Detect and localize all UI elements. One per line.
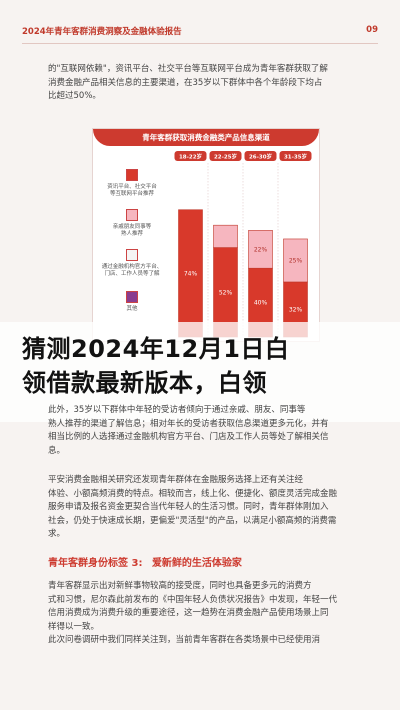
title-overlay-band [0,322,400,422]
text-line: 熟人推荐的渠道了解信息；相对年长的受访者获取信息渠道更多元化，并有 [48,418,329,429]
section-subheading: 青年客群身份标签 3: 爱新鲜的生活体验家 [48,554,242,569]
text-line: 息。 [48,445,66,456]
bar-segment [283,238,308,283]
data-label: 32% [289,306,303,313]
text-line: 社会，仍处于快速成长期，更偏爱"灵活型"的产品，以满足小额高频的消费需 [48,515,337,526]
category-header-bg [209,151,242,161]
category-header-bg [279,151,312,161]
legend-item: 其他 [101,291,163,313]
header-title: 2024年青年客群消费洞察及金融体验报告 [22,27,182,37]
text-line: 样得以一致。 [48,621,100,632]
paragraph-4: 青年客群显示出对新鲜事物较高的接受度，同时也具备更多元的消费方 式和习惯，尼尔森… [48,580,360,648]
page-number: 09 [366,25,378,35]
text-line: 消费金融产品相关信息的主要渠道，在35岁以下群体中各个年龄段下均占 [48,77,323,88]
text-line: 平安消费金融相关研究还发现青年群体在金融服务选择上还有关注经 [48,475,304,485]
chart-title: 青年客群获取消费金融类产品信息渠道 [93,129,319,146]
legend-item: 资讯平台、社交平台 等互联网平台推荐 [101,169,163,198]
subheading-prefix: 青年客群身份标签 3: [48,558,143,569]
text-line: 青年客群显示出对新鲜事物较高的接受度，同时也具备更多元的消费方 [48,581,312,591]
paragraph-3: 平安消费金融相关研究还发现青年群体在金融服务选择上还有关注经 体验、小额高频消费… [48,474,360,542]
category-label: 22-25岁 [214,153,237,161]
paragraph-2: 此外，35岁以下群体中年轻的受访者倾向于通过亲戚、朋友、同事等 熟人推荐的渠道了… [48,404,360,458]
paragraph-1: 的"互联网依赖"，资讯平台、社交平台等互联网平台成为青年客群获取了解 消费金融产… [48,63,360,104]
running-header: 2024年青年客群消费洞察及金融体验报告 09 [22,25,378,39]
text-line: 此次问卷调研中我们同样关注到，当前青年客群在各类场景中已经使用消 [48,635,321,645]
stacked-bar-chart: 18-22岁 74% 22-25岁 52% 26-30岁 40% 22% 31-35岁 32% 2… [174,151,312,338]
text-line: 服务申请及报名资金更契合当代年轻人的生活习惯。同时，青年群体刚加入 [48,502,329,512]
header-divider [22,43,378,44]
data-label: 25% [289,257,303,264]
subheading-text: 爱新鲜的生活体验家 [151,558,242,569]
data-label: 74% [184,270,198,277]
category-label: 18-22岁 [179,153,202,161]
overlay-title-line: 猜测2024年12月1日白 [22,335,290,363]
data-label: 52% [219,289,233,296]
category-header-bg [174,151,207,161]
bar-segment [213,224,238,248]
category-label: 26-30岁 [249,153,272,161]
legend-swatch [126,209,138,221]
legend-swatch [126,169,138,181]
category-label: 31-35岁 [284,153,307,161]
text-line: 信用消费成为消费升级的重要途径，这一趋势在消费金融产品使用场景上同 [48,608,329,618]
text-line: 求。 [48,529,66,539]
overlay-title-line: 领借款最新版本，白领 [22,369,267,397]
legend-label: 通过金融机构官方平台、 门店、工作人员等了解 [101,264,163,277]
text-line: 的"互联网依赖"，资讯平台、社交平台等互联网平台成为青年客群获取了解 [48,64,328,74]
text-line: 此外，35岁以下群体中年轻的受访者倾向于通过亲戚、朋友、同事等 [48,405,306,415]
legend-label: 资讯平台、社交平台 等互联网平台推荐 [107,184,157,197]
legend-swatch [126,249,138,261]
bar-segment [248,230,273,269]
text-line: 相当比例的人选择通过金融机构官方平台、门店及工作人员等处了解相关信 [48,432,329,442]
data-label: 22% [254,246,268,253]
text-line: 体验、小额高频消费的特点。相较而言，线上化、便捷化、额度灵活完成金融 [48,488,338,499]
bar-segment [178,209,203,338]
chart-figure: 青年客群获取消费金融类产品信息渠道 资讯平台、社交平台 等互联网平台推荐 亲戚朋… [92,128,320,342]
overlay-title: 猜测2024年12月1日白 领借款最新版本，白领 [22,332,390,400]
legend-item: 通过金融机构官方平台、 门店、工作人员等了解 [101,249,163,278]
legend-swatch [126,291,138,303]
text-line: 式和习惯，尼尔森此前发布的《中国年轻人负债状况报告》中发现，年轻一代 [48,594,338,605]
data-label: 40% [254,300,268,307]
category-header-bg [244,151,277,161]
text-line: 比超过50%。 [48,91,101,101]
legend-label: 其他 [126,306,138,312]
legend-label: 亲戚朋友同事等 熟人推荐 [112,224,152,237]
legend-item: 亲戚朋友同事等 熟人推荐 [101,209,163,238]
